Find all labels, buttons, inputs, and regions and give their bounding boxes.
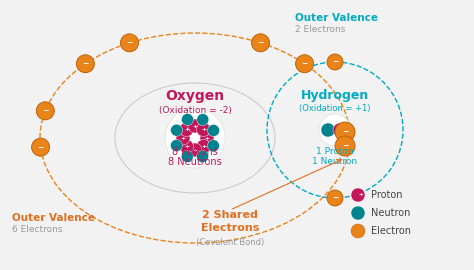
Circle shape [197, 114, 209, 126]
Text: 2 Electrons: 2 Electrons [295, 25, 346, 35]
Text: Electrons: Electrons [201, 223, 259, 233]
Text: −: − [301, 59, 308, 68]
Circle shape [252, 34, 270, 52]
Text: +: + [192, 147, 198, 153]
Text: (Oxidation = -2): (Oxidation = -2) [159, 106, 231, 114]
Text: −: − [332, 58, 338, 66]
Circle shape [32, 138, 50, 156]
Circle shape [351, 206, 365, 220]
Text: −: − [42, 106, 48, 115]
Text: 8 Protons: 8 Protons [172, 147, 218, 157]
Circle shape [333, 123, 347, 137]
Circle shape [197, 151, 209, 163]
Circle shape [208, 140, 219, 152]
Text: +: + [201, 127, 206, 132]
Circle shape [36, 102, 55, 120]
Text: −: − [126, 38, 133, 47]
Text: −: − [37, 143, 44, 152]
Circle shape [182, 113, 193, 126]
Text: +: + [192, 123, 198, 129]
Circle shape [197, 123, 210, 137]
Text: −: − [342, 127, 348, 137]
Text: −: − [342, 141, 348, 150]
Text: Outer Valence: Outer Valence [295, 13, 378, 23]
Circle shape [335, 136, 355, 156]
Text: +: + [184, 144, 189, 149]
Text: +: + [201, 144, 206, 149]
Circle shape [335, 122, 355, 142]
Circle shape [319, 114, 351, 146]
Text: +: + [337, 127, 342, 133]
Circle shape [171, 140, 182, 151]
Text: 2 Shared: 2 Shared [202, 210, 258, 220]
Text: Hydrogen: Hydrogen [301, 89, 369, 102]
Text: −: − [332, 194, 338, 202]
Text: Oxygen: Oxygen [165, 89, 225, 103]
Text: 8 Neutrons: 8 Neutrons [168, 157, 222, 167]
Text: 1 Neutron: 1 Neutron [312, 157, 357, 167]
Circle shape [165, 108, 225, 168]
Circle shape [327, 54, 343, 70]
Circle shape [180, 123, 193, 137]
Text: Electron: Electron [371, 226, 411, 236]
Text: −: − [257, 38, 264, 47]
Circle shape [188, 119, 202, 133]
Circle shape [120, 34, 138, 52]
Text: +: + [204, 136, 210, 140]
Circle shape [200, 131, 214, 145]
Circle shape [180, 140, 193, 153]
Circle shape [188, 143, 202, 157]
Circle shape [171, 124, 182, 136]
Circle shape [176, 131, 190, 145]
Text: (Covalent Bond): (Covalent Bond) [196, 238, 264, 247]
Text: 1 Proton: 1 Proton [316, 147, 354, 157]
Circle shape [181, 150, 193, 163]
Circle shape [327, 190, 343, 206]
Circle shape [296, 55, 314, 73]
Circle shape [208, 124, 219, 136]
Circle shape [197, 140, 210, 153]
Circle shape [76, 55, 94, 73]
Circle shape [351, 188, 365, 202]
Text: Proton: Proton [371, 190, 402, 200]
Text: +: + [181, 136, 186, 140]
Circle shape [321, 123, 335, 137]
Circle shape [351, 224, 365, 238]
Text: Neutron: Neutron [371, 208, 410, 218]
Text: +: + [184, 127, 189, 132]
Text: Outer Valence: Outer Valence [12, 213, 95, 223]
Text: +: + [359, 193, 363, 197]
Text: −: − [82, 59, 89, 68]
Text: (Oxidation = +1): (Oxidation = +1) [299, 103, 371, 113]
Text: 6 Electrons: 6 Electrons [12, 225, 63, 235]
